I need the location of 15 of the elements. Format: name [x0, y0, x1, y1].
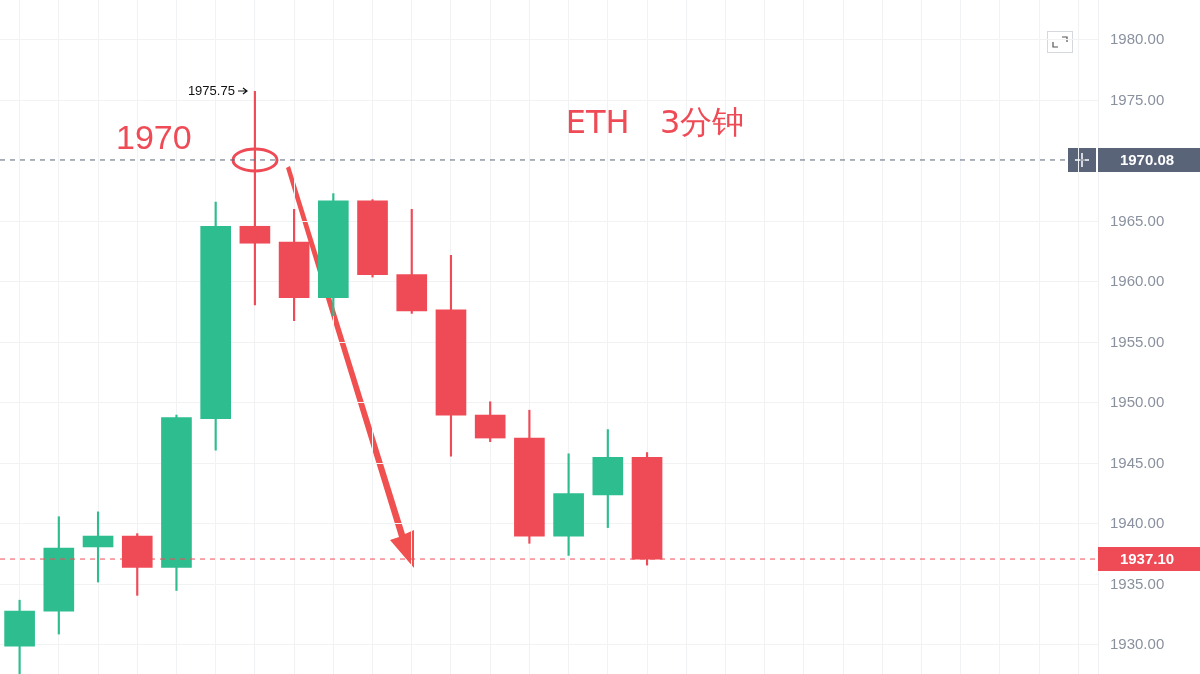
y-tick-label: 1955.00: [1110, 332, 1165, 350]
y-tick-label: 1935.00: [1110, 574, 1165, 592]
y-tick-label: 1950.00: [1110, 393, 1165, 411]
y-tick-label: 1975.00: [1110, 90, 1165, 108]
y-tick-label: 1945.00: [1110, 453, 1165, 471]
ref-line-label: 1937.10: [1119, 550, 1175, 568]
y-tick-label: 1960.00: [1110, 272, 1165, 290]
y-tick-label: 1980.00: [1110, 30, 1165, 48]
y-tick-label: 1940.00: [1110, 514, 1165, 532]
annotation: 1975.75: [187, 82, 235, 98]
annotation: 1970: [116, 118, 192, 157]
ref-line-label: 1970.08: [1119, 151, 1175, 169]
text: ETH 3分钟: [565, 103, 745, 142]
y-tick-label: 1930.00: [1110, 635, 1165, 653]
y-tick-label: 1965.00: [1110, 211, 1165, 229]
